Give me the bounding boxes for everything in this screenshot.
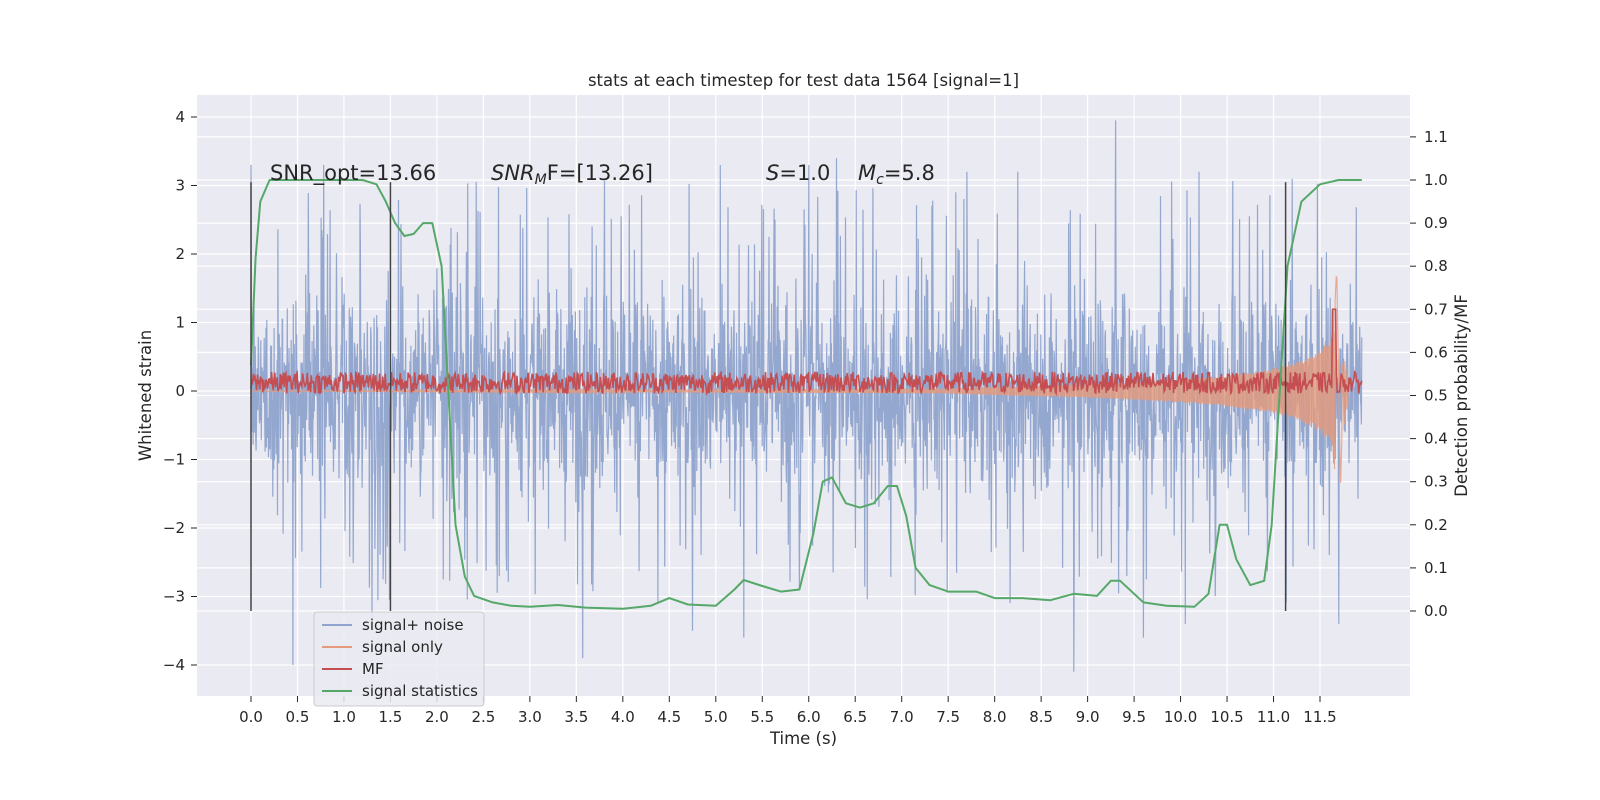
legend-label: MF bbox=[362, 660, 384, 678]
x-tick-label: 9.0 bbox=[1076, 708, 1100, 726]
x-tick-label: 10.5 bbox=[1210, 708, 1243, 726]
left-y-tick-label: −2 bbox=[163, 519, 185, 537]
vertical-markers bbox=[250, 182, 1287, 611]
right-y-tick-label: 0.5 bbox=[1424, 387, 1448, 405]
right-y-tick-label: 0.2 bbox=[1424, 516, 1448, 534]
mc-variable: M bbox=[858, 161, 876, 185]
legend-label: signal+ noise bbox=[362, 616, 464, 634]
right-y-tick-label: 0.1 bbox=[1424, 559, 1448, 577]
x-axis-label: Time (s) bbox=[769, 729, 837, 748]
x-tick-label: 4.5 bbox=[657, 708, 681, 726]
x-tick-label: 5.5 bbox=[750, 708, 774, 726]
x-tick-label: 2.0 bbox=[425, 708, 449, 726]
mc-subscript: c bbox=[876, 172, 884, 188]
annotation-mc: Mc=5.8 bbox=[858, 161, 935, 188]
chart-title: stats at each timestep for test data 156… bbox=[588, 71, 1019, 90]
ticks: 0.0 0.5 1.0 1.5 2.0 2.5 3.0 3.5 4.0 4.5 5.0 5.5 6.0 6… bbox=[163, 108, 1448, 726]
legend-box bbox=[313, 611, 485, 707]
x-tick-label: 10.0 bbox=[1164, 708, 1197, 726]
x-tick-label: 11.5 bbox=[1303, 708, 1336, 726]
right-y-tick-label: 0.0 bbox=[1424, 602, 1448, 620]
right-y-axis-label: Detection probability/MF bbox=[1452, 294, 1471, 497]
left-y-tick-label: −3 bbox=[163, 588, 185, 606]
s-variable: S bbox=[766, 161, 779, 185]
series-layer bbox=[250, 120, 1363, 672]
snr-mf-tail: F=[13.26] bbox=[547, 161, 653, 185]
x-tick-label: 7.0 bbox=[890, 708, 914, 726]
snr-mf-main: SNR bbox=[491, 161, 535, 185]
x-tick-label: 3.5 bbox=[564, 708, 588, 726]
left-y-tick-label: 3 bbox=[175, 177, 185, 195]
right-y-tick-label: 0.9 bbox=[1424, 214, 1448, 232]
left-y-tick-label: 2 bbox=[175, 245, 185, 263]
x-tick-label: 1.0 bbox=[332, 708, 356, 726]
annotation-snr-mf: SNRMF=[13.26] bbox=[491, 161, 653, 188]
annotation-snr-opt: SNR_opt=13.66 bbox=[270, 161, 436, 186]
left-y-axis-label: Whitened strain bbox=[136, 330, 155, 461]
x-tick-label: 9.5 bbox=[1122, 708, 1146, 726]
x-tick-label: 0.0 bbox=[239, 708, 263, 726]
x-tick-label: 0.5 bbox=[286, 708, 310, 726]
legend-label: signal statistics bbox=[362, 682, 478, 700]
series-signal-statistics bbox=[250, 179, 1362, 610]
right-y-tick-label: 1.0 bbox=[1424, 171, 1448, 189]
x-tick-label: 11.0 bbox=[1257, 708, 1290, 726]
mc-value: =5.8 bbox=[884, 161, 935, 185]
right-y-tick-label: 0.7 bbox=[1424, 300, 1448, 318]
right-y-tick-label: 0.3 bbox=[1424, 473, 1448, 491]
left-y-tick-label: 4 bbox=[175, 108, 185, 126]
x-tick-label: 8.0 bbox=[983, 708, 1007, 726]
snr-mf-subscript: M bbox=[535, 172, 547, 188]
x-tick-label: 1.5 bbox=[379, 708, 403, 726]
left-y-tick-label: 0 bbox=[175, 382, 185, 400]
x-tick-label: 7.5 bbox=[936, 708, 960, 726]
x-tick-label: 3.0 bbox=[518, 708, 542, 726]
x-tick-label: 6.0 bbox=[797, 708, 821, 726]
series-mf bbox=[250, 308, 1363, 397]
series-signal-noise bbox=[250, 120, 1363, 672]
left-y-tick-label: 1 bbox=[175, 314, 185, 332]
x-tick-label: 6.5 bbox=[843, 708, 867, 726]
legend-label: signal only bbox=[362, 638, 443, 656]
x-tick-label: 8.5 bbox=[1029, 708, 1053, 726]
right-y-tick-label: 0.4 bbox=[1424, 430, 1448, 448]
right-y-tick-label: 0.6 bbox=[1424, 343, 1448, 361]
left-y-tick-label: −1 bbox=[163, 451, 185, 469]
x-tick-label: 4.0 bbox=[611, 708, 635, 726]
x-tick-label: 2.5 bbox=[471, 708, 495, 726]
right-y-tick-label: 1.1 bbox=[1424, 128, 1448, 146]
s-value: =1.0 bbox=[779, 161, 830, 185]
right-y-tick-label: 0.8 bbox=[1424, 257, 1448, 275]
annotation-s: S=1.0 bbox=[766, 161, 830, 185]
x-tick-label: 5.0 bbox=[704, 708, 728, 726]
legend: signal+ noise signal only MF signal statist… bbox=[313, 611, 485, 707]
left-y-tick-label: −4 bbox=[163, 656, 185, 674]
